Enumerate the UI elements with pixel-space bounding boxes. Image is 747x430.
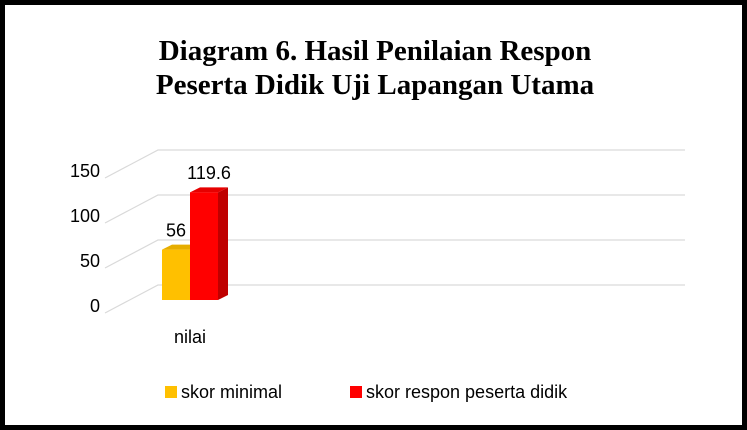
chart-title: Diagram 6. Hasil Penilaian Respon Pesert… bbox=[155, 35, 595, 101]
y-tick-label: 50 bbox=[80, 251, 100, 271]
y-tick-label: 150 bbox=[70, 161, 100, 181]
legend-label: skor minimal bbox=[181, 382, 282, 402]
legend-swatch bbox=[165, 386, 177, 398]
grid-line bbox=[104, 149, 685, 179]
data-label: 56 bbox=[166, 220, 186, 240]
x-tick-label: nilai bbox=[174, 327, 206, 347]
y-tick-label: 0 bbox=[90, 296, 100, 316]
legend-label: skor respon peserta didik bbox=[366, 382, 568, 402]
y-tick-label: 100 bbox=[70, 206, 100, 226]
grid-line bbox=[104, 284, 685, 314]
data-label: 119.6 bbox=[187, 163, 231, 183]
bar bbox=[190, 187, 228, 300]
grid-line bbox=[104, 239, 685, 269]
grid-line bbox=[104, 194, 685, 224]
legend-swatch bbox=[350, 386, 362, 398]
